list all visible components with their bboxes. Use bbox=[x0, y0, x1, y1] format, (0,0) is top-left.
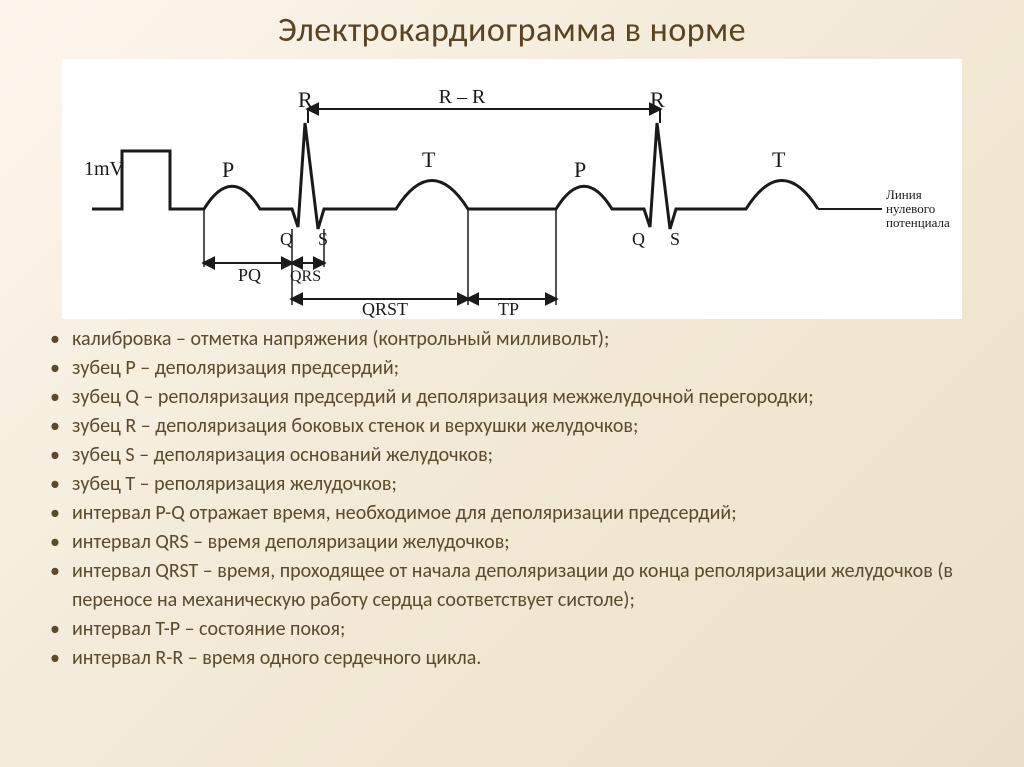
page-title: Электрокардиограмма в норме bbox=[0, 0, 1024, 51]
bullet-item: интервал QRST – время, проходящее от нач… bbox=[46, 557, 992, 615]
bullet-item: зубец S – деполяризация оснований желудо… bbox=[46, 441, 992, 470]
label-QRST: QRST bbox=[362, 299, 408, 319]
label-Q2: Q bbox=[632, 229, 645, 249]
ecg-diagram: Линия нулевого потенциала 1mV R R P P T … bbox=[62, 59, 962, 319]
bullet-item: интервал P-Q отражает время, необходимое… bbox=[46, 499, 992, 528]
label-TP: TP bbox=[498, 299, 519, 319]
label-QRS: QRS bbox=[290, 268, 321, 285]
label-S2: S bbox=[670, 229, 680, 249]
bullet-list: калибровка – отметка напряжения (контрол… bbox=[46, 325, 992, 673]
label-P2: P bbox=[574, 157, 586, 182]
bullet-item: зубец Т – реполяризация желудочков; bbox=[46, 470, 992, 499]
label-P1: P bbox=[222, 157, 234, 182]
label-Q1: Q bbox=[280, 229, 293, 249]
bullet-item: интервал T-P – состояние покоя; bbox=[46, 615, 992, 644]
bullet-item: калибровка – отметка напряжения (контрол… bbox=[46, 325, 992, 354]
bullet-item: зубец Q – реполяризация предсердий и деп… bbox=[46, 383, 992, 412]
bullet-item: интервал QRS – время деполяризации желуд… bbox=[46, 528, 992, 557]
label-S1: S bbox=[318, 229, 328, 249]
label-T2: T bbox=[772, 147, 786, 172]
label-RR: R – R bbox=[439, 86, 486, 108]
bullet-item: зубец Р – деполяризация предсердий; bbox=[46, 354, 992, 383]
label-T1: T bbox=[422, 147, 436, 172]
bullet-item: зубец R – деполяризация боковых стенок и… bbox=[46, 412, 992, 441]
calibration-label: 1mV bbox=[84, 158, 125, 180]
label-PQ: PQ bbox=[238, 265, 261, 285]
bullet-item: интервал R-R – время одного сердечного ц… bbox=[46, 644, 992, 673]
